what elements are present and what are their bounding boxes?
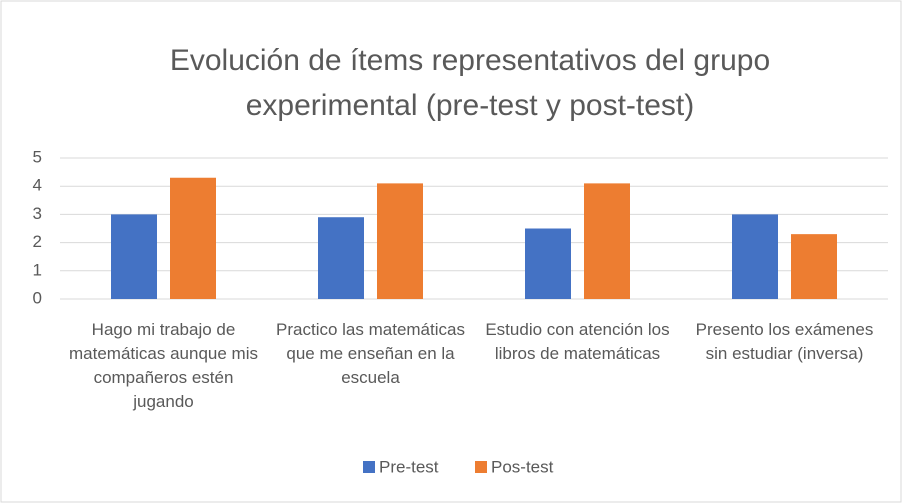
y-tick-label: 1 <box>33 260 42 279</box>
x-tick-label: Hago mi trabajo de matemáticas aunque mi… <box>69 320 258 411</box>
legend-label: Pos-test <box>491 457 554 476</box>
y-tick-label: 0 <box>33 288 42 307</box>
bar <box>111 214 157 299</box>
x-tick-label: Practico las matemáticas que me enseñan … <box>276 320 465 387</box>
bar <box>318 217 364 299</box>
bar <box>525 228 571 299</box>
bar <box>170 177 216 299</box>
y-tick-label: 4 <box>33 176 42 195</box>
legend-label: Pre-test <box>379 457 439 476</box>
bar <box>584 183 630 299</box>
legend-swatch <box>475 461 487 473</box>
bar <box>791 234 837 299</box>
y-tick-label: 5 <box>33 147 42 166</box>
bar <box>732 214 778 299</box>
x-tick-label: Estudio con atención los libros de matem… <box>485 320 670 363</box>
bar <box>377 183 423 299</box>
x-tick-label: Presento los exámenes sin estudiar (inve… <box>695 320 874 363</box>
chart-title: Evolución de ítems representativos del g… <box>169 44 771 122</box>
y-tick-label: 2 <box>33 232 42 251</box>
y-tick-label: 3 <box>33 204 42 223</box>
legend-swatch <box>363 461 375 473</box>
